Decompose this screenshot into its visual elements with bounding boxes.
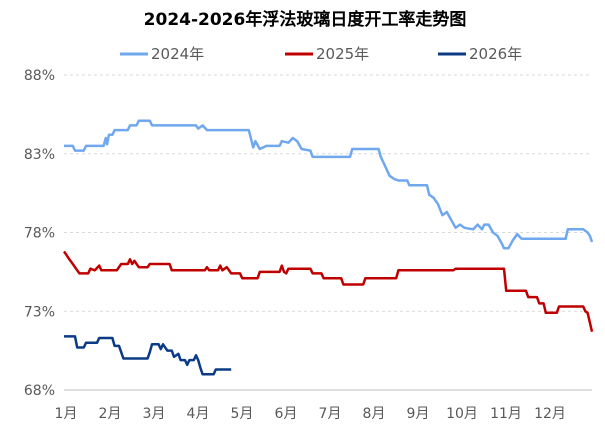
x-tick-label: 5月 bbox=[231, 406, 254, 422]
y-tick-label: 73% bbox=[24, 304, 55, 320]
series-line-2025年 bbox=[62, 250, 594, 332]
x-tick-label: 2月 bbox=[99, 406, 122, 422]
x-tick-label: 4月 bbox=[187, 406, 210, 422]
y-tick-label: 78% bbox=[24, 226, 55, 242]
x-tick-label: 8月 bbox=[363, 406, 386, 422]
x-tick-label: 10月 bbox=[446, 406, 478, 422]
x-tick-label: 12月 bbox=[534, 406, 566, 422]
grid bbox=[64, 74, 592, 312]
series-line-2026年 bbox=[64, 335, 232, 376]
series-line-2024年 bbox=[64, 119, 594, 250]
x-tick-label: 1月 bbox=[55, 406, 78, 422]
x-tick-label: 9月 bbox=[407, 406, 430, 422]
x-tick-label: 11月 bbox=[490, 406, 522, 422]
y-tick-label: 68% bbox=[24, 383, 55, 399]
y-tick-label: 83% bbox=[24, 147, 55, 163]
x-tick-label: 3月 bbox=[143, 406, 166, 422]
x-tick-label: 7月 bbox=[319, 406, 342, 422]
y-tick-label: 88% bbox=[24, 68, 55, 84]
chart-title: 2024-2026年浮法玻璃日度开工率走势图 bbox=[144, 9, 467, 30]
x-tick-label: 6月 bbox=[275, 406, 298, 422]
legend-label: 2026年 bbox=[469, 45, 522, 63]
y-axis: 68% 73% 78% 83% 88% bbox=[24, 68, 55, 399]
x-axis: 1月 2月 3月 4月 5月 6月 7月 8月 9月 10月 11月 12月 bbox=[55, 389, 592, 422]
legend-label: 2024年 bbox=[151, 45, 204, 63]
legend-label: 2025年 bbox=[316, 45, 369, 63]
plot-series bbox=[62, 119, 594, 376]
legend: 2024年 2025年 2026年 bbox=[120, 45, 522, 63]
